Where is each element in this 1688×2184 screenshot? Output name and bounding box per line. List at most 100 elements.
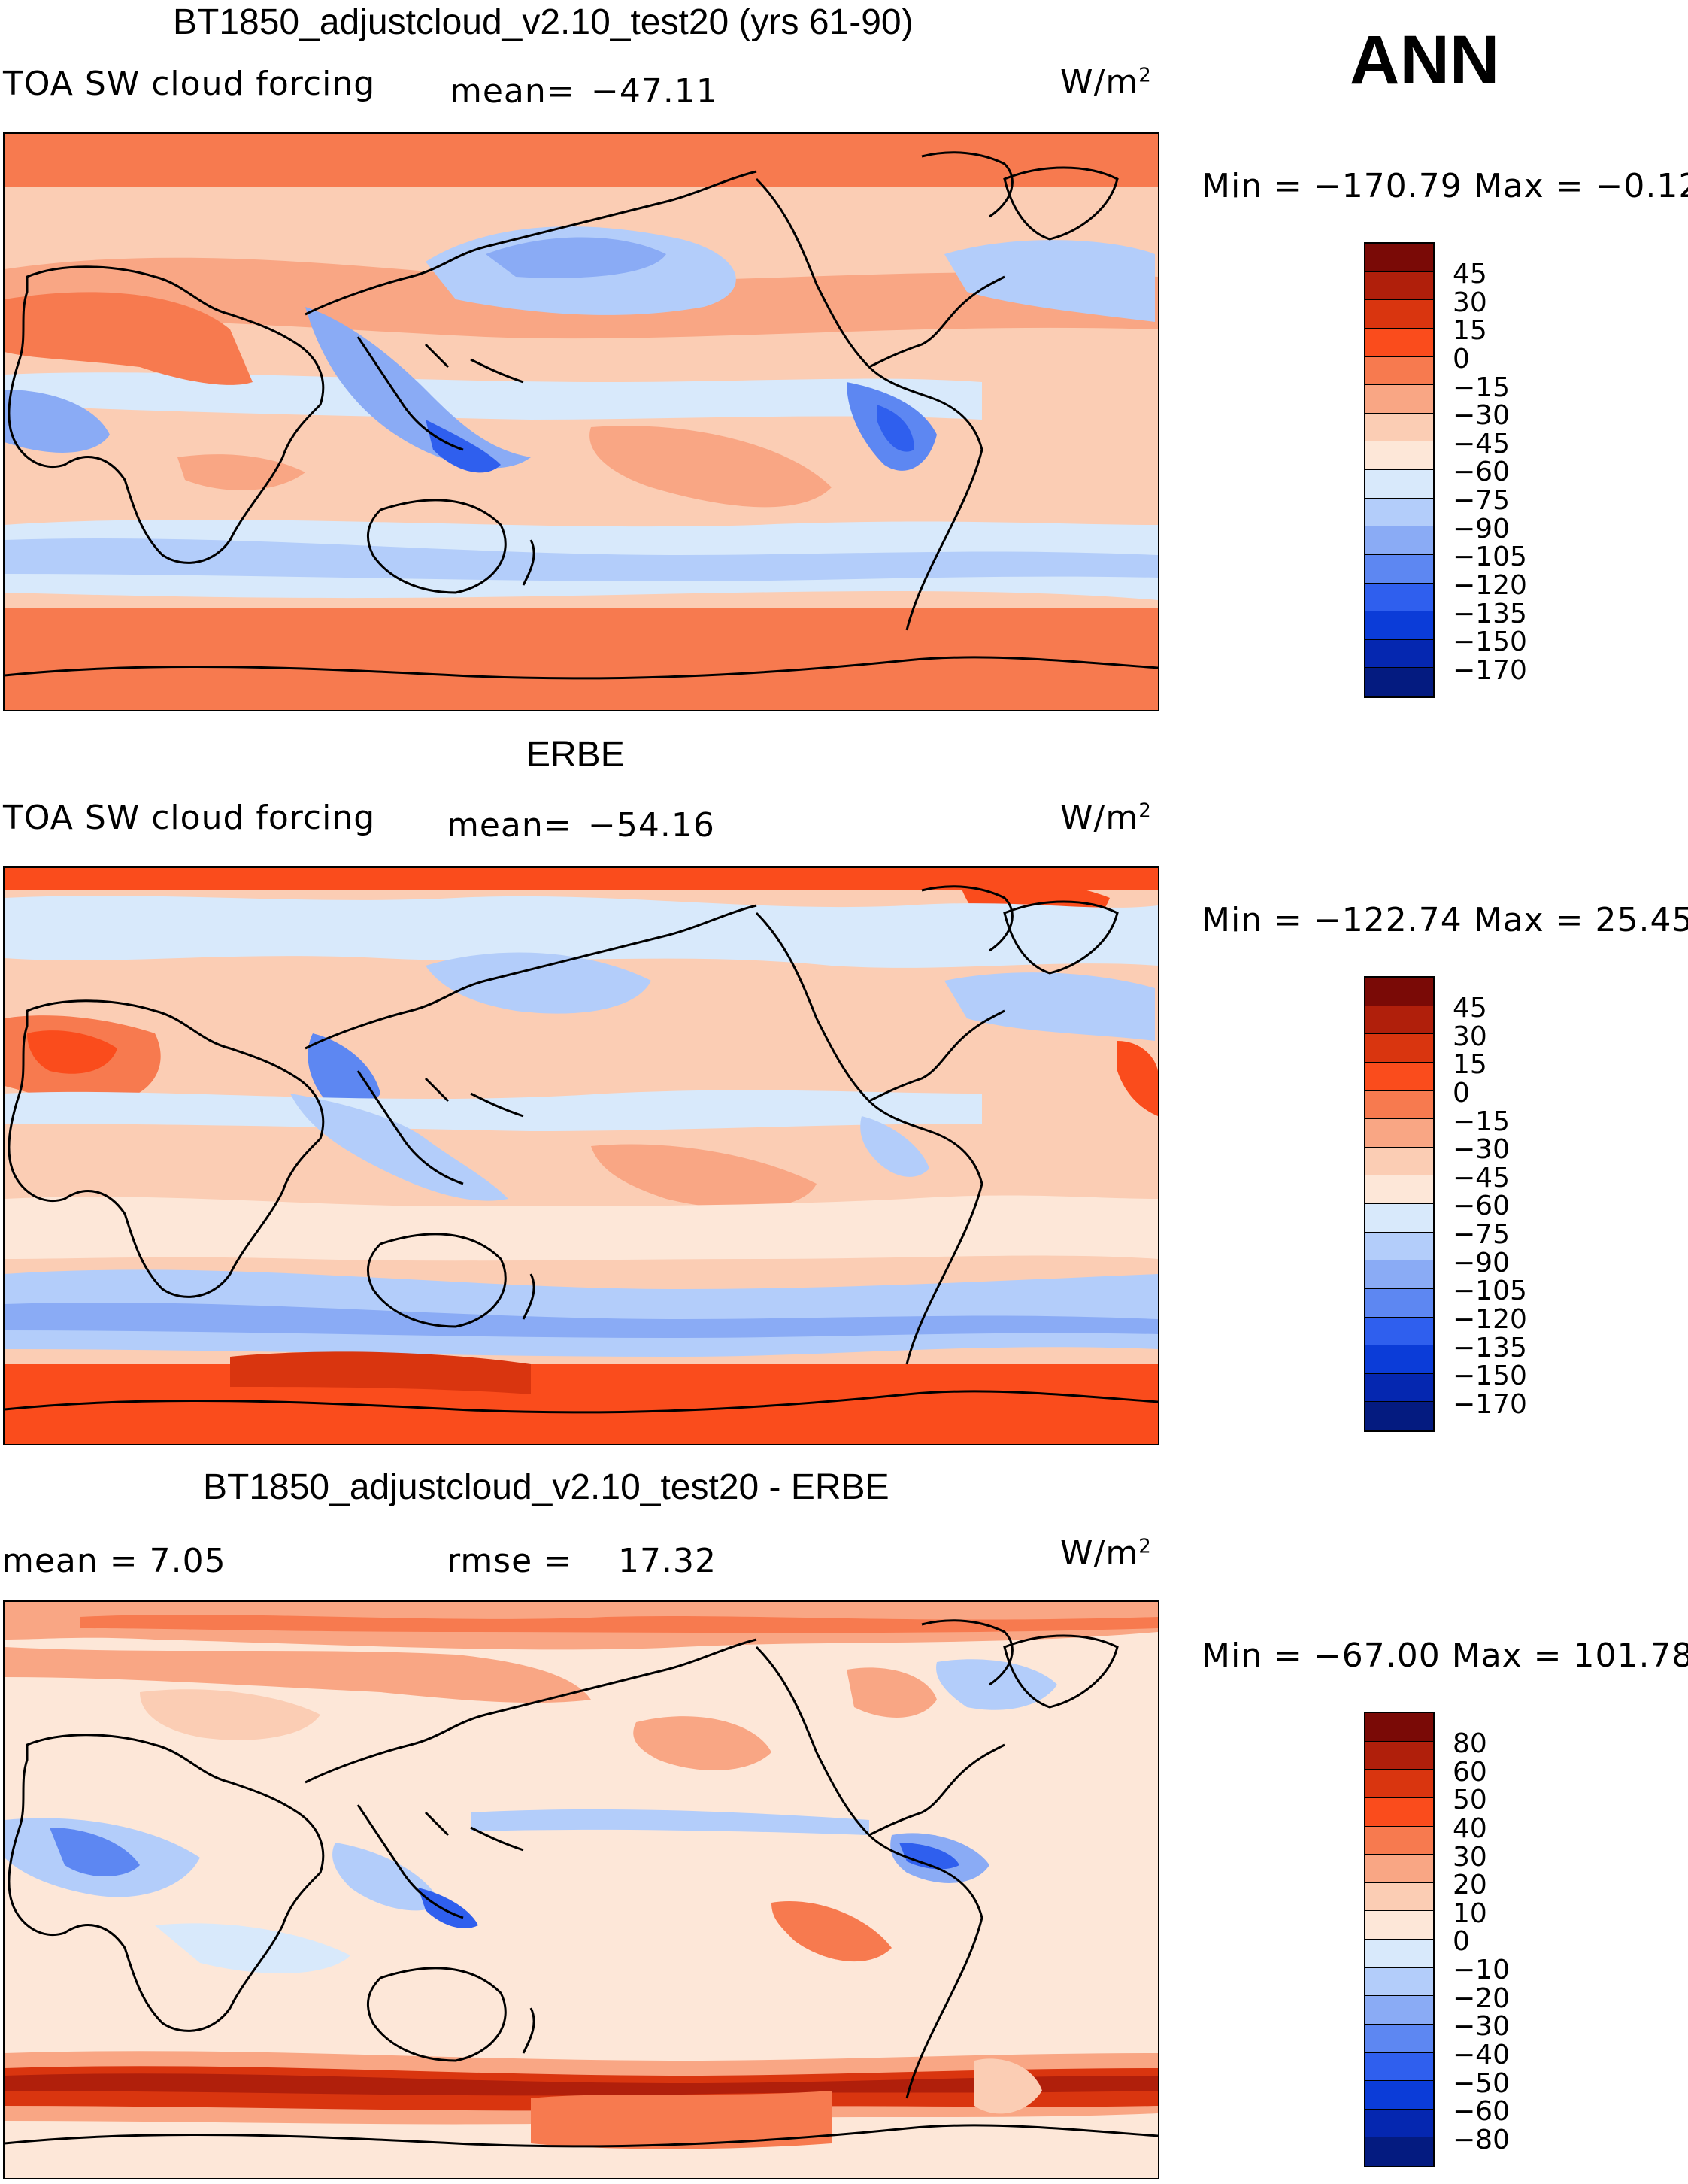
colorbar-level-label: 0 <box>1453 1926 1470 1958</box>
colorbar-swatch <box>1365 1062 1433 1091</box>
colorbar-level-label: −170 <box>1453 1388 1527 1420</box>
colorbar-swatch <box>1365 1288 1433 1318</box>
colorbar-swatch <box>1365 300 1433 329</box>
colorbar-level-label: −170 <box>1453 654 1527 686</box>
colorbar-level-label: −40 <box>1453 2039 1510 2070</box>
panel2-mean-label: mean= <box>447 806 572 845</box>
panel3-colorbar-labels: 80 60 50 40 30 20 10 0 −10 −20 −30 −40 −50 −60 −80 <box>1453 1728 1565 2179</box>
colorbar-swatch <box>1365 1402 1433 1430</box>
panel3-minmax: Min = −67.00 Max = 101.78 <box>1202 1636 1688 1675</box>
colorbar-level-label: 50 <box>1453 1785 1487 1816</box>
colorbar-level-label: −50 <box>1453 2067 1510 2099</box>
colorbar-swatch <box>1365 1967 1433 1997</box>
colorbar-swatch <box>1365 498 1433 527</box>
colorbar-swatch <box>1365 1882 1433 1912</box>
colorbar-level-label: 15 <box>1453 1049 1487 1081</box>
colorbar-swatch <box>1365 554 1433 584</box>
colorbar-level-label: 45 <box>1453 993 1487 1024</box>
panel2-units: W/m2 <box>1060 799 1152 837</box>
colorbar-swatch <box>1365 385 1433 414</box>
colorbar-swatch <box>1365 1713 1433 1742</box>
colorbar-swatch <box>1365 1260 1433 1289</box>
colorbar-swatch <box>1365 1232 1433 1261</box>
colorbar-level-label: −15 <box>1453 1106 1510 1137</box>
panel2-mean-value: −54.16 <box>588 806 715 845</box>
panel1-map <box>3 132 1159 711</box>
colorbar-level-label: 10 <box>1453 1897 1487 1929</box>
panel1-colorbar <box>1364 242 1435 698</box>
colorbar-level-label: −75 <box>1453 485 1510 516</box>
colorbar-level-label: 45 <box>1453 259 1487 290</box>
colorbar-level-label: −150 <box>1453 1360 1527 1392</box>
colorbar-level-label: 80 <box>1453 1728 1487 1759</box>
colorbar-level-label: 20 <box>1453 1870 1487 1901</box>
colorbar-swatch <box>1365 526 1433 555</box>
panel3-mean-text: mean = 7.05 <box>2 1542 226 1580</box>
colorbar-level-label: −90 <box>1453 513 1510 544</box>
colorbar-swatch <box>1365 611 1433 640</box>
colorbar-swatch <box>1365 2137 1433 2166</box>
panel3-rmse-value: 17.32 <box>618 1542 717 1580</box>
colorbar-swatch <box>1365 1770 1433 1798</box>
panel1-minmax: Min = −170.79 Max = −0.12 <box>1202 167 1688 205</box>
panel3-colorbar <box>1364 1712 1435 2167</box>
panel1-colorbar-labels: 45 30 15 0 −15 −30 −45 −60 −75 −90 −105 −120 −135 −15… <box>1453 259 1565 710</box>
colorbar-level-label: −135 <box>1453 1332 1527 1363</box>
panel2-colorbar-labels: 45 30 15 0 −15 −30 −45 −60 −75 −90 −105 −120 −135 −15… <box>1453 993 1565 1444</box>
colorbar-swatch <box>1365 328 1433 357</box>
panel3-map <box>3 1600 1159 2179</box>
colorbar-swatch <box>1365 1034 1433 1063</box>
colorbar-swatch <box>1365 1090 1433 1120</box>
colorbar-swatch <box>1365 1204 1433 1233</box>
colorbar-swatch <box>1365 583 1433 612</box>
colorbar-level-label: −60 <box>1453 1191 1510 1222</box>
colorbar-level-label: 15 <box>1453 315 1487 347</box>
panel1-units: W/m2 <box>1060 63 1152 102</box>
colorbar-level-label: 30 <box>1453 1021 1487 1052</box>
colorbar-swatch <box>1365 2052 1433 2082</box>
colorbar-swatch <box>1365 1911 1433 1940</box>
colorbar-level-label: 0 <box>1453 343 1470 375</box>
colorbar-level-label: 40 <box>1453 1812 1487 1844</box>
colorbar-level-label: −20 <box>1453 1982 1510 2014</box>
panel2-colorbar <box>1364 976 1435 1432</box>
colorbar-swatch <box>1365 470 1433 499</box>
colorbar-level-label: −15 <box>1453 372 1510 403</box>
colorbar-swatch <box>1365 441 1433 470</box>
panel2-coastlines <box>5 885 1158 1414</box>
colorbar-swatch <box>1365 1345 1433 1374</box>
colorbar-level-label: −75 <box>1453 1219 1510 1250</box>
colorbar-level-label: −90 <box>1453 1247 1510 1279</box>
colorbar-swatch <box>1365 1317 1433 1346</box>
colorbar-swatch <box>1365 1741 1433 1770</box>
colorbar-swatch <box>1365 639 1433 669</box>
panel2-minmax: Min = −122.74 Max = 25.45 <box>1202 901 1688 939</box>
panel1-mean-label: mean= <box>450 72 575 111</box>
colorbar-level-label: −150 <box>1453 626 1527 658</box>
colorbar-level-label: −120 <box>1453 1303 1527 1335</box>
colorbar-level-label: −30 <box>1453 2011 1510 2043</box>
colorbar-level-label: −30 <box>1453 400 1510 432</box>
panel2-field-label: TOA SW cloud forcing <box>3 799 376 837</box>
panel2-map <box>3 866 1159 1445</box>
colorbar-level-label: −30 <box>1453 1134 1510 1166</box>
colorbar-level-label: −45 <box>1453 428 1510 460</box>
colorbar-level-label: −45 <box>1453 1162 1510 1194</box>
colorbar-swatch <box>1365 1826 1433 1855</box>
panel1-mean-value: −47.11 <box>591 72 718 111</box>
panel3-rmse-label: rmse = <box>447 1542 573 1580</box>
colorbar-level-label: 60 <box>1453 1756 1487 1788</box>
panel3-coastlines <box>5 1619 1158 2148</box>
colorbar-swatch <box>1365 978 1433 1006</box>
colorbar-level-label: 30 <box>1453 1841 1487 1873</box>
colorbar-level-label: −60 <box>1453 457 1510 488</box>
colorbar-swatch <box>1365 1006 1433 1035</box>
panel3-units: W/m2 <box>1060 1534 1152 1573</box>
colorbar-level-label: −10 <box>1453 1955 1510 1985</box>
colorbar-level-label: −60 <box>1453 2096 1510 2128</box>
colorbar-level-label: −80 <box>1453 2124 1510 2155</box>
colorbar-level-label: −135 <box>1453 598 1527 629</box>
colorbar-swatch <box>1365 668 1433 696</box>
panel3-title: BT1850_adjustcloud_v2.10_test20 - ERBE <box>203 1467 889 1507</box>
panel1-coastlines <box>5 151 1158 680</box>
